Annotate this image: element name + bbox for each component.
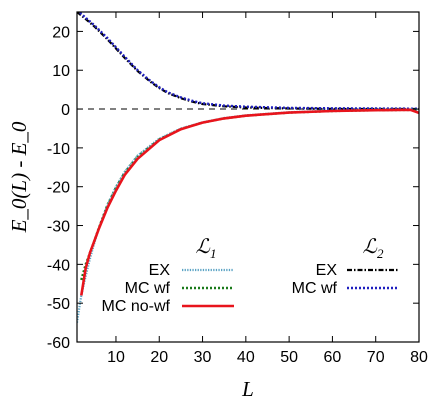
x-tick-label: 70 bbox=[367, 349, 385, 366]
plot-frame bbox=[76, 11, 420, 343]
y-tick-label: -60 bbox=[47, 335, 70, 352]
y-tick-label: -50 bbox=[47, 296, 70, 313]
legend-label: EX bbox=[149, 262, 171, 279]
x-tick-label: 10 bbox=[107, 349, 125, 366]
x-tick-label: 50 bbox=[280, 349, 298, 366]
series-layer bbox=[77, 12, 419, 323]
y-tick-label: -20 bbox=[47, 180, 70, 197]
x-tick-label: 30 bbox=[194, 349, 212, 366]
x-axis-title: L bbox=[241, 377, 254, 401]
y-axis-title: E_0(L) - E_0 bbox=[7, 121, 31, 233]
x-tick-label: 60 bbox=[324, 349, 342, 366]
series-line-l2-mc-wf bbox=[77, 12, 419, 110]
series-line-l1-mc-no-wf bbox=[80, 108, 419, 296]
x-tick-label: 20 bbox=[150, 349, 168, 366]
y-tick-label: 0 bbox=[61, 102, 70, 119]
legend-heading-1: ℒ1 bbox=[196, 236, 217, 261]
y-tick-label: 20 bbox=[52, 24, 70, 41]
y-tick-label: -10 bbox=[47, 141, 70, 158]
x-tick-label: 80 bbox=[410, 349, 428, 366]
legend-label: MC wf bbox=[292, 280, 338, 297]
legend-label: MC wf bbox=[125, 280, 171, 297]
y-tick-label: -40 bbox=[47, 257, 70, 274]
legend-heading-2: ℒ2 bbox=[363, 236, 384, 261]
legend-label: EX bbox=[316, 262, 338, 279]
x-tick-label: 40 bbox=[237, 349, 255, 366]
legend-label: MC no-wf bbox=[102, 298, 171, 315]
series-line-l2-ex bbox=[77, 12, 419, 111]
y-tick-label: -30 bbox=[47, 219, 70, 236]
y-tick-label: 10 bbox=[52, 63, 70, 80]
tick-layer: 10 20 30 40 50 60 70 80 20 10 0 -10 -20 -30 -40 -50 -60 bbox=[47, 12, 428, 366]
